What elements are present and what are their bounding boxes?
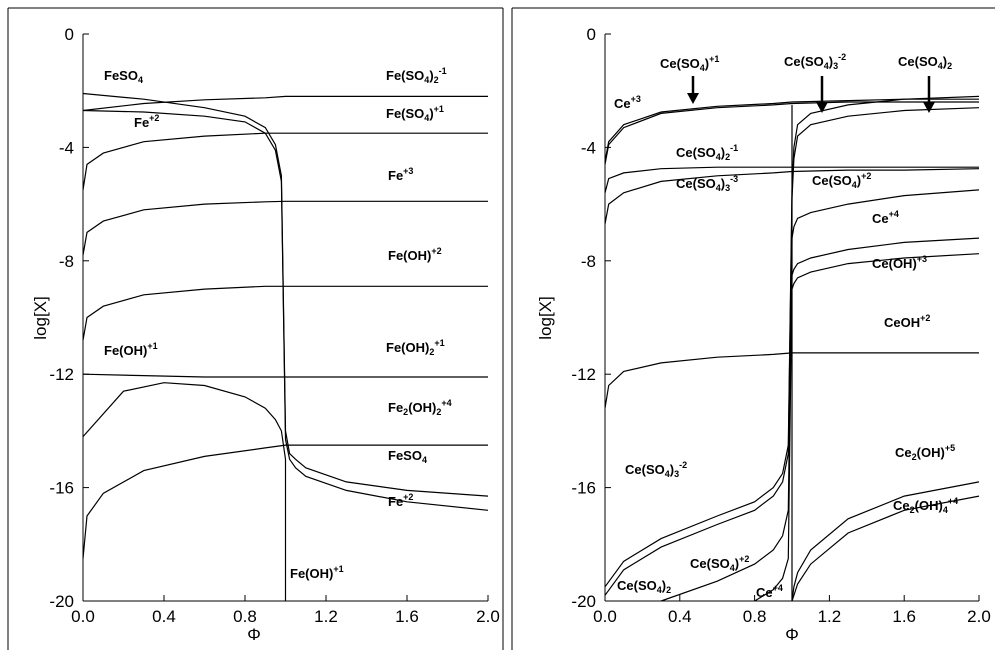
left-chart: 0 -4 -8 -12 -16 -200.0 0.4 0.8 1.2 1.6 2.0 Φ log[X… bbox=[31, 25, 500, 644]
left-curve-fe-3 bbox=[82, 200, 488, 256]
left-x-tick-label: 1.6 bbox=[395, 607, 419, 626]
left-x-tick-label: 0.4 bbox=[152, 607, 176, 626]
left-y-tick-label: -12 bbox=[49, 365, 74, 384]
arrow-ce-so4-p1 bbox=[687, 76, 699, 104]
left-curve-fe-oh-2 bbox=[82, 285, 488, 341]
left-curve-fe-2 bbox=[82, 109, 489, 511]
label-ce-oh-p3: Ce(OH)+3 bbox=[872, 254, 927, 271]
right-curve-ceoh-2 bbox=[604, 352, 979, 409]
left-y-tick-label: -20 bbox=[49, 592, 74, 611]
left-curve-fe2-oh-2-4 bbox=[82, 444, 488, 559]
label-feso4-right: FeSO4 bbox=[388, 448, 427, 465]
right-chart: 0 -4 -8 -12 -16 -200.0 0.4 0.8 1.2 1.6 2.0 Φ log[X… bbox=[536, 25, 991, 644]
label-fe-so4-p1: Fe(SO4)+1 bbox=[386, 104, 444, 123]
right-curve-ce2-oh-4 bbox=[791, 495, 980, 602]
right-curve-ce-4 bbox=[754, 237, 980, 602]
left-x-tick-label: 1.2 bbox=[314, 607, 338, 626]
label-ce2-oh-p5: Ce2(OH)+5 bbox=[895, 443, 955, 462]
label-fe-oh-p2: Fe(OH)+2 bbox=[388, 246, 442, 263]
right-ylabel: log[X] bbox=[536, 296, 555, 339]
left-x-tick-label: 0.8 bbox=[233, 607, 257, 626]
right-y-tick-label: -12 bbox=[571, 365, 596, 384]
left-axes: 0 -4 -8 -12 -16 -200.0 0.4 0.8 1.2 1.6 2.0 bbox=[49, 25, 499, 626]
right-axes: 0 -4 -8 -12 -16 -200.0 0.4 0.8 1.2 1.6 2.0 bbox=[571, 25, 990, 626]
right-curve-ce-so4-3-3 bbox=[604, 168, 980, 225]
right-panel-frame bbox=[511, 7, 995, 650]
label-ce-p4-right: Ce+4 bbox=[872, 209, 899, 226]
label-ce-so4-3-m2-top: Ce(SO4)3-2 bbox=[784, 52, 846, 71]
label-ce-so4-2-m1: Ce(SO4)2-1 bbox=[676, 143, 738, 162]
label-ceoh-p2: CeOH+2 bbox=[884, 313, 930, 330]
label-fe-p2-right: Fe+2 bbox=[388, 492, 413, 509]
right-x-tick-label: 2.0 bbox=[967, 607, 991, 626]
right-y-tick-label: 0 bbox=[587, 25, 596, 44]
right-y-tick-label: -16 bbox=[571, 479, 596, 498]
label-fe-oh2-p1: Fe(OH)2+1 bbox=[386, 338, 445, 357]
right-y-tick-label: -20 bbox=[571, 592, 596, 611]
right-curve-ce2-oh-5 bbox=[791, 481, 980, 602]
right-curve-ce-so4-2 bbox=[660, 189, 980, 602]
left-y-tick-label: -16 bbox=[49, 479, 74, 498]
label-fe-oh-p1-bottom: Fe(OH)+1 bbox=[290, 564, 344, 581]
right-curve-ce-so4-1 bbox=[604, 98, 979, 162]
left-x-tick-label: 2.0 bbox=[476, 607, 500, 626]
label-feso4-left: FeSO4 bbox=[104, 68, 143, 85]
left-x-tick-label: 0.0 bbox=[71, 607, 95, 626]
right-curve-ce-so4-2 bbox=[604, 107, 980, 596]
left-xlabel: Φ bbox=[247, 625, 261, 644]
label-ce-so4-p2-bottom: Ce(SO4)+2 bbox=[690, 554, 749, 573]
left-curves bbox=[82, 92, 489, 601]
right-curve-ce-so4-2-1 bbox=[604, 166, 979, 193]
right-curve-ce-oh-3 bbox=[791, 253, 980, 290]
right-x-tick-label: 1.6 bbox=[892, 607, 916, 626]
label-fe-p3: Fe+3 bbox=[388, 166, 413, 183]
right-xlabel: Φ bbox=[785, 625, 799, 644]
right-x-tick-label: 0.4 bbox=[668, 607, 692, 626]
label-ce2-oh4-p4: Ce2(OH)4+4 bbox=[893, 496, 958, 515]
label-ce-so4-2-bottom: Ce(SO4)2 bbox=[617, 578, 671, 595]
right-x-tick-label: 0.8 bbox=[743, 607, 767, 626]
left-y-tick-label: 0 bbox=[65, 25, 74, 44]
label-ce-p4-bottom: Ce+4 bbox=[756, 583, 783, 600]
left-curve-fe-so4-1 bbox=[82, 132, 488, 190]
label-ce-so4-2-top: Ce(SO4)2 bbox=[898, 54, 952, 71]
left-curve-fe-so4-2-1 bbox=[82, 95, 488, 112]
arrow-ce-so4-2 bbox=[923, 76, 935, 113]
label-ce-so4-p2-right: Ce(SO4)+2 bbox=[812, 171, 871, 190]
left-y-tick-label: -4 bbox=[59, 138, 74, 157]
label-fe-so4-2-m1: Fe(SO4)2-1 bbox=[386, 66, 447, 85]
left-y-tick-label: -8 bbox=[59, 252, 74, 271]
right-x-tick-label: 1.2 bbox=[818, 607, 842, 626]
left-curve-fe-oh-1 bbox=[82, 382, 287, 601]
label-fe2-oh2-p4: Fe2(OH)2+4 bbox=[388, 398, 452, 417]
left-ylabel: log[X] bbox=[31, 296, 50, 339]
right-x-tick-label: 0.0 bbox=[593, 607, 617, 626]
arrow-ce-so4-3-m2 bbox=[816, 76, 828, 113]
label-fe-oh-p1-left: Fe(OH)+1 bbox=[104, 341, 158, 358]
label-ce-so4-3-m3: Ce(SO4)3-3 bbox=[676, 174, 738, 193]
label-ce-so4-p1: Ce(SO4)+1 bbox=[660, 54, 719, 73]
label-ce-so4-3-m2-left: Ce(SO4)3-2 bbox=[625, 460, 687, 479]
left-panel-frame bbox=[7, 7, 504, 650]
right-y-tick-label: -8 bbox=[581, 252, 596, 271]
right-y-tick-label: -4 bbox=[581, 138, 596, 157]
left-curve-fe-oh-2-1 bbox=[82, 373, 488, 378]
label-ce-p3: Ce+3 bbox=[614, 94, 641, 111]
right-curves bbox=[604, 95, 980, 602]
label-fe-p2-left: Fe+2 bbox=[134, 113, 159, 130]
